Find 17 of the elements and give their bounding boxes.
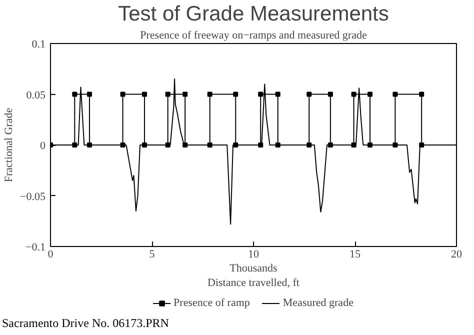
chart-subtitle: Presence of freeway on−ramps and measured grade [140,30,367,42]
text: Sacramento Drive No. 06173.PRN [2,315,169,332]
x-tick-label: 5 [149,248,156,260]
y-tick-label: 0.05 [26,89,46,102]
x-tick-label: 0 [48,248,54,260]
x-tick-label: 10 [248,248,260,260]
x-tick-label: 20 [451,248,462,260]
legend-label: Presence of ramp [174,297,250,309]
legend-label: Measured grade [282,297,354,309]
chart-title: Test of Grade Measurements [118,2,389,26]
y-axis-title: Fractional Grade [3,108,16,182]
y-tick-label: 0.1 [32,38,46,50]
x-axis-title: Thousands Distance travelled, ft [208,262,300,289]
y-tick-label: −0.1 [26,242,46,254]
y-tick-label: −0.05 [20,190,46,203]
y-tick-label: 0 [40,140,46,152]
x-tick-label: 15 [350,248,361,260]
